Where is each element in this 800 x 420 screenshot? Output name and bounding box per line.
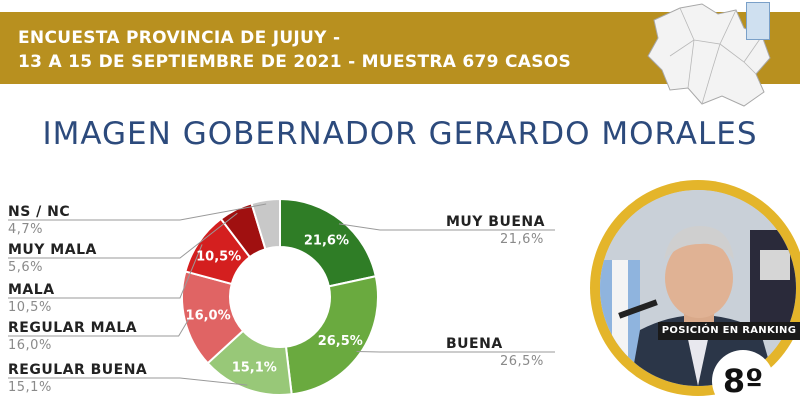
legend-category: REGULAR MALA	[8, 320, 138, 336]
header-line-1: ENCUESTA PROVINCIA DE JUJUY -	[18, 28, 341, 48]
donut-slice-buena	[284, 275, 379, 396]
leader-line	[8, 244, 203, 299]
slice-label: 21,6%	[304, 233, 349, 248]
donut-slice-muy-buena	[279, 197, 377, 288]
legend-value: 16,0%	[8, 338, 52, 353]
legend-category: MUY MALA	[8, 242, 97, 258]
leader-line	[8, 377, 248, 386]
governor-photo	[600, 190, 796, 386]
legend-value: 10,5%	[8, 300, 52, 315]
slice-label: 16,0%	[186, 309, 231, 324]
ranking-value: 8º	[712, 350, 774, 412]
legend-value: 5,6%	[8, 260, 44, 275]
legend-value: 21,6%	[500, 232, 544, 247]
header-line-2: 13 A 15 DE SEPTIEMBRE DE 2021 - MUESTRA …	[18, 52, 572, 72]
slice-label: 26,5%	[318, 334, 363, 349]
donut-slice-ns-nc	[250, 197, 281, 251]
ranking-label: POSICIÓN EN RANKING	[658, 322, 800, 340]
leader-line	[8, 212, 238, 259]
slice-label: 15,1%	[232, 360, 277, 375]
legend-category: NS / NC	[8, 204, 71, 220]
legend-value: 26,5%	[500, 354, 544, 369]
legend-category: MUY BUENA	[446, 214, 545, 230]
legend-category: BUENA	[446, 336, 503, 352]
argentina-map-icon	[746, 2, 770, 40]
donut-chart: 21,6% 26,5% 15,1% 16,0% 10,5%	[8, 197, 555, 396]
leader-line	[8, 318, 190, 337]
legend-category: REGULAR BUENA	[8, 362, 148, 378]
slice-label: 10,5%	[196, 250, 241, 265]
legend-value: 15,1%	[8, 380, 52, 395]
leader-line	[8, 203, 267, 221]
legend-value: 4,7%	[8, 222, 44, 237]
leader-line	[338, 223, 555, 231]
page-title: IMAGEN GOBERNADOR GERARDO MORALES	[42, 116, 758, 152]
jujuy-map-icon	[647, 3, 771, 107]
legend-category: MALA	[8, 282, 55, 298]
